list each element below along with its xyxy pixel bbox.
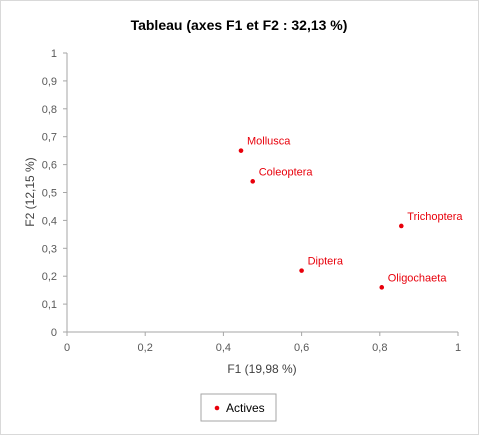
- legend-label: Actives: [226, 401, 265, 415]
- legend-box: [200, 393, 277, 422]
- y-tick-label: 0,5: [42, 188, 57, 200]
- data-point: [299, 268, 304, 273]
- x-tick-label: 1: [455, 342, 461, 354]
- x-tick-label: 0,2: [138, 342, 153, 354]
- y-axis-label: F2 (12,15 %): [23, 157, 37, 226]
- y-tick-label: 0,2: [42, 271, 57, 283]
- y-tick-label: 0: [51, 327, 57, 339]
- data-label: Coleoptera: [259, 166, 314, 178]
- y-tick-label: 0,4: [42, 215, 57, 227]
- y-tick-label: 0,1: [42, 299, 57, 311]
- y-tick-label: 0,6: [42, 160, 57, 172]
- x-tick-label: 0: [64, 342, 70, 354]
- data-point: [379, 285, 385, 290]
- data-label: Mollusca: [247, 136, 291, 148]
- data-label: Oligochaeta: [388, 272, 448, 284]
- data-label: Trichoptera: [407, 211, 463, 223]
- chart-title: Tableau (axes F1 et F2 : 32,13 %): [131, 17, 348, 33]
- y-tick-label: 0,9: [42, 76, 57, 88]
- x-axis-label: F1 (19,98 %): [227, 362, 296, 376]
- legend-marker: [214, 405, 220, 411]
- y-tick-label: 0,3: [42, 243, 57, 255]
- y-tick-label: 0,7: [42, 132, 57, 144]
- x-tick-label: 0,6: [294, 342, 309, 354]
- x-tick-label: 0,8: [372, 342, 387, 354]
- data-label: Diptera: [308, 256, 344, 268]
- data-point: [399, 223, 404, 229]
- y-tick-label: 0,8: [42, 104, 57, 116]
- data-point: [250, 179, 256, 184]
- legend: Actives: [200, 393, 277, 422]
- x-tick-label: 0,4: [216, 342, 231, 354]
- data-point: [238, 148, 244, 153]
- y-tick-label: 1: [51, 48, 57, 60]
